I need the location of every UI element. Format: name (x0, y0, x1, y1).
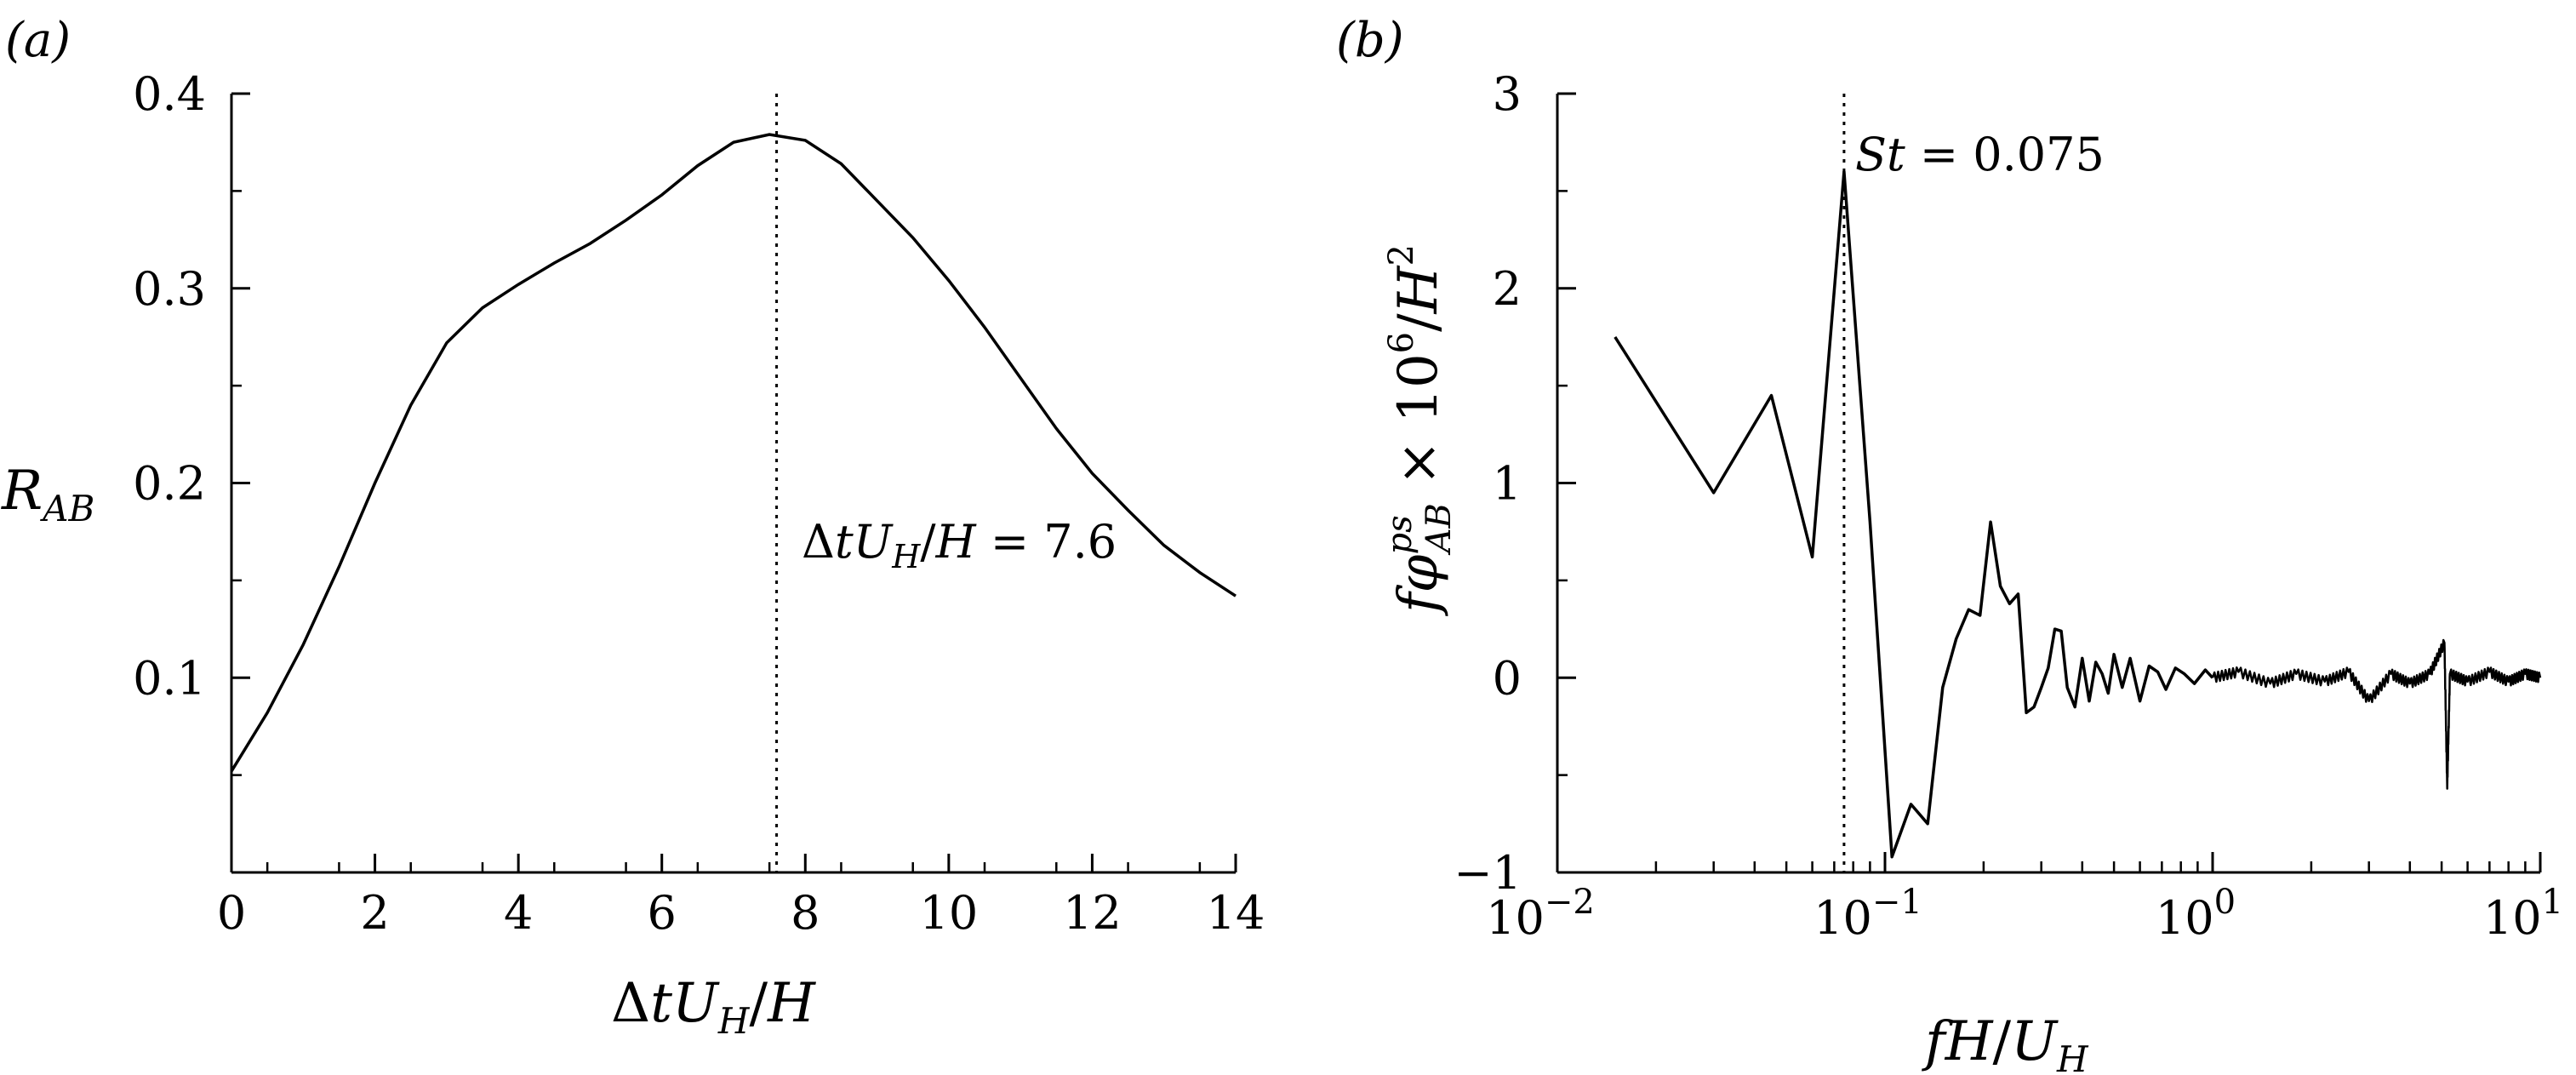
panel-a-y-tick-label: 0.1 (133, 651, 206, 705)
panel-b-y-axis-title: fφpsAB × 106/H2 (1380, 244, 1459, 616)
panel-a-correlation-curve (230, 133, 1237, 773)
panel-b-y-tick-label: 3 (1493, 67, 1522, 121)
panel-b-tick-labels: 10−2 10−1 100 101 −1 0 1 2 3 (1454, 67, 2563, 945)
panel-a-tick-labels: 0 2 4 6 8 10 12 14 0.1 0.2 0.3 0.4 (133, 67, 1265, 940)
panel-b-x-tick-label: 101 (2483, 883, 2563, 945)
panel-a-label: (a) (5, 13, 71, 68)
panel-a-x-tick-label: 0 (217, 886, 246, 940)
panel-a-ticks (230, 92, 1237, 872)
panel-a-x-tick-label: 8 (791, 886, 820, 940)
panel-b-ticks (1556, 92, 2542, 874)
panel-a-x-tick-label: 10 (919, 886, 978, 940)
panel-b-x-axis-title: fH/UH (1922, 1010, 2089, 1075)
panel-a-x-tick-label: 12 (1063, 886, 1122, 940)
panel-a-x-tick-label: 6 (648, 886, 677, 940)
panel-b-x-tick-label: 10−1 (1813, 883, 1922, 945)
panel-b-y-tick-label: 1 (1493, 457, 1522, 511)
panel-b-spectrum-curve (1614, 169, 2214, 859)
panel-a-y-axis-title: RAB (1, 460, 94, 529)
panel-b-y-tick-label: −1 (1454, 846, 1522, 900)
panel-a-x-tick-label: 4 (504, 886, 533, 940)
panel-b-peak-annotation: St = 0.075 (1855, 128, 2105, 181)
panel-b-y-tick-label: 2 (1493, 262, 1522, 316)
panel-b-x-tick-label: 100 (2156, 883, 2236, 945)
panel-a-y-tick-label: 0.3 (133, 262, 206, 316)
panel-a-peak-annotation: ΔtUH/H = 7.6 (802, 515, 1117, 575)
panel-a-x-axis-title: ΔtUH/H (611, 972, 816, 1042)
panel-b-label: (b) (1336, 13, 1404, 68)
panel-a: (a) 0 2 4 6 8 10 12 14 0.1 0.2 0.3 0.4 RAB ΔtUH/H Δ… (1, 13, 1265, 1042)
panel-a-x-tick-label: 2 (360, 886, 389, 940)
panel-b-x-tick-label: 10−2 (1486, 883, 1595, 945)
panel-b-y-tick-label: 0 (1493, 651, 1522, 705)
panel-b-noise-curve (2211, 638, 2542, 790)
panel-a-y-tick-label: 0.4 (133, 67, 206, 121)
panel-a-x-tick-label: 14 (1207, 886, 1265, 940)
panel-a-y-tick-label: 0.2 (133, 457, 206, 511)
panel-b: (b) 10−2 10−1 100 101 −1 0 1 2 3 fφpsAB × 106/H2… (1336, 13, 2563, 1075)
